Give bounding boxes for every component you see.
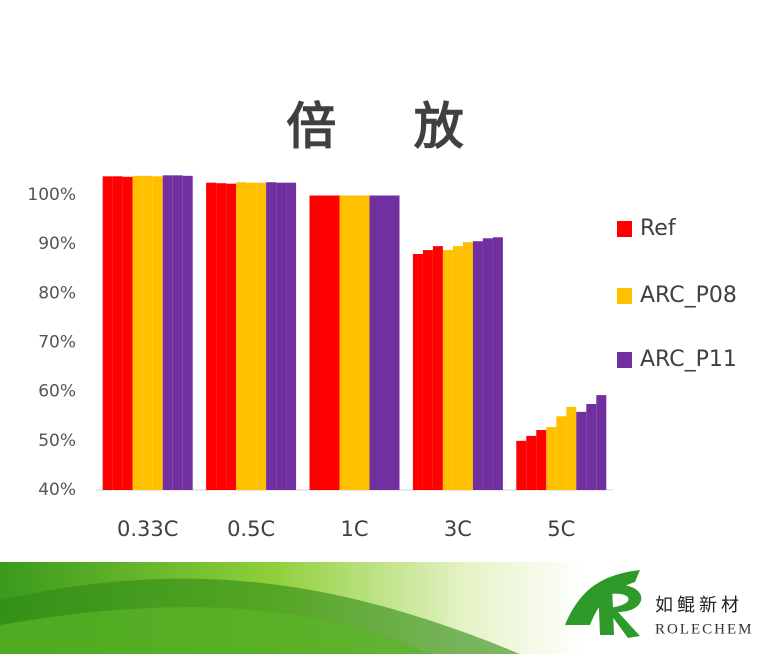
bar bbox=[122, 176, 133, 490]
bar bbox=[379, 195, 390, 490]
chart-title: 倍 放 bbox=[286, 98, 493, 156]
bar bbox=[226, 183, 237, 491]
footer-swoosh bbox=[0, 607, 430, 654]
bar bbox=[309, 195, 320, 490]
bar bbox=[492, 237, 503, 490]
logo-cn: 如鲲新材 bbox=[655, 595, 743, 616]
legend-swatch bbox=[617, 221, 632, 237]
bar bbox=[516, 440, 527, 490]
x-tick-label: 3C bbox=[444, 517, 472, 541]
bar bbox=[132, 175, 143, 490]
bar bbox=[329, 195, 340, 490]
y-tick-label: 80% bbox=[38, 283, 76, 303]
bar bbox=[462, 242, 473, 490]
bar bbox=[236, 182, 247, 490]
legend-label: ARC_P08 bbox=[640, 283, 737, 308]
y-tick-label: 40% bbox=[38, 480, 76, 500]
legend-swatch bbox=[617, 288, 632, 304]
bar bbox=[412, 254, 423, 490]
legend-swatch bbox=[617, 352, 632, 368]
x-tick-label: 0.33C bbox=[117, 517, 178, 541]
bar bbox=[182, 175, 193, 490]
y-tick-label: 100% bbox=[27, 185, 76, 205]
bar bbox=[319, 195, 330, 490]
bar bbox=[162, 175, 173, 491]
bar bbox=[339, 195, 350, 490]
bar bbox=[596, 395, 607, 490]
legend-label: Ref bbox=[640, 216, 677, 241]
bar bbox=[546, 427, 557, 490]
y-tick-label: 90% bbox=[38, 234, 76, 254]
bar bbox=[369, 195, 380, 490]
bar bbox=[102, 176, 113, 491]
bar bbox=[216, 183, 227, 490]
x-tick-label: 1C bbox=[340, 517, 368, 541]
bar bbox=[472, 241, 483, 490]
logo-mark bbox=[565, 570, 642, 638]
bar bbox=[526, 435, 537, 490]
bar bbox=[256, 182, 267, 491]
bar bbox=[442, 250, 453, 490]
bar bbox=[172, 175, 183, 491]
bar bbox=[566, 406, 577, 490]
bar bbox=[556, 416, 567, 490]
bar bbox=[482, 238, 493, 490]
bar bbox=[359, 195, 370, 490]
bar bbox=[206, 182, 217, 491]
y-tick-label: 60% bbox=[38, 382, 76, 402]
bar bbox=[276, 182, 287, 491]
y-tick-label: 70% bbox=[38, 333, 76, 353]
bar bbox=[349, 195, 360, 490]
legend-label: ARC_P11 bbox=[640, 347, 737, 372]
bar bbox=[586, 403, 597, 490]
bar bbox=[536, 430, 547, 490]
bar bbox=[452, 246, 463, 490]
bar bbox=[286, 182, 297, 491]
x-tick-label: 5C bbox=[547, 517, 575, 541]
bar bbox=[152, 176, 163, 491]
x-tick-label: 0.5C bbox=[227, 517, 275, 541]
bar bbox=[142, 175, 153, 490]
y-tick-label: 50% bbox=[38, 431, 76, 451]
bar bbox=[422, 250, 433, 490]
logo-en: ROLECHEM bbox=[655, 621, 754, 637]
bar bbox=[112, 176, 123, 491]
bar bbox=[266, 182, 277, 490]
bar bbox=[432, 246, 443, 490]
bar bbox=[246, 182, 257, 491]
bar bbox=[389, 195, 400, 490]
bar bbox=[576, 411, 587, 490]
